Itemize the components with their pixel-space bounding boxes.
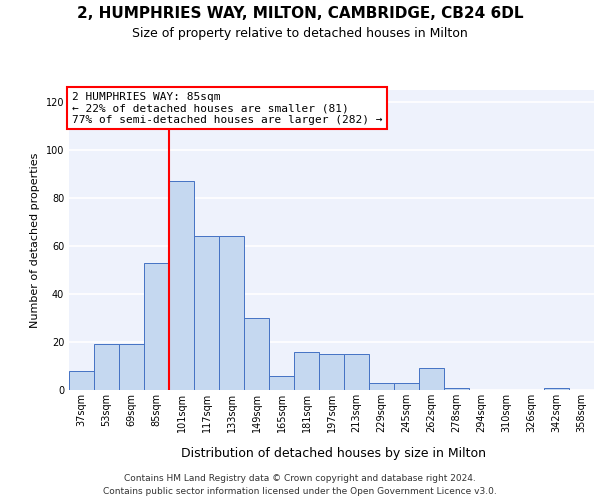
Y-axis label: Number of detached properties: Number of detached properties xyxy=(30,152,40,328)
Bar xyxy=(269,376,294,390)
Bar xyxy=(119,344,144,390)
Bar xyxy=(194,236,219,390)
Bar xyxy=(444,388,469,390)
Bar xyxy=(244,318,269,390)
Text: Contains HM Land Registry data © Crown copyright and database right 2024.: Contains HM Land Registry data © Crown c… xyxy=(124,474,476,483)
Bar xyxy=(344,354,369,390)
Text: Contains public sector information licensed under the Open Government Licence v3: Contains public sector information licen… xyxy=(103,487,497,496)
Text: 2, HUMPHRIES WAY, MILTON, CAMBRIDGE, CB24 6DL: 2, HUMPHRIES WAY, MILTON, CAMBRIDGE, CB2… xyxy=(77,6,523,20)
Bar xyxy=(394,383,419,390)
Text: Size of property relative to detached houses in Milton: Size of property relative to detached ho… xyxy=(132,28,468,40)
Bar xyxy=(169,181,194,390)
Text: Distribution of detached houses by size in Milton: Distribution of detached houses by size … xyxy=(181,448,485,460)
Bar xyxy=(94,344,119,390)
Bar xyxy=(369,383,394,390)
Bar xyxy=(294,352,319,390)
Text: 2 HUMPHRIES WAY: 85sqm
← 22% of detached houses are smaller (81)
77% of semi-det: 2 HUMPHRIES WAY: 85sqm ← 22% of detached… xyxy=(71,92,382,124)
Bar xyxy=(144,263,169,390)
Bar xyxy=(69,371,94,390)
Bar xyxy=(219,236,244,390)
Bar xyxy=(419,368,444,390)
Bar xyxy=(319,354,344,390)
Bar xyxy=(544,388,569,390)
